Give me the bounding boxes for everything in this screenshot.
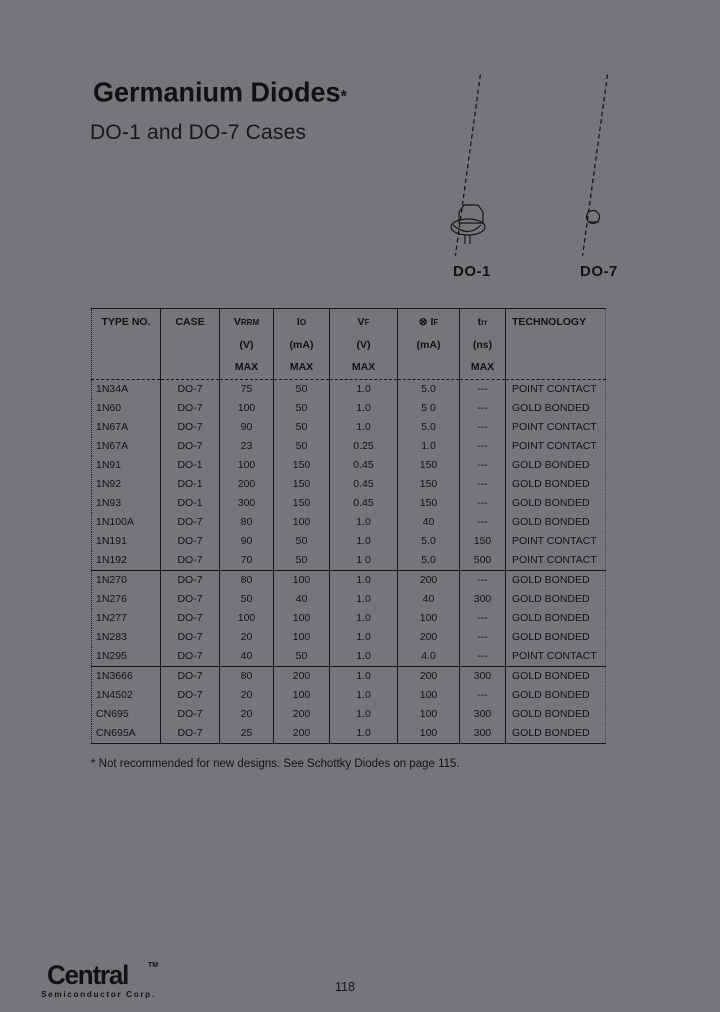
svg-text:Central: Central [47,960,128,990]
svg-text:Semiconductor Corp.: Semiconductor Corp. [41,989,156,999]
svg-text:TM: TM [148,962,158,969]
svg-text:DO-7: DO-7 [580,263,618,280]
svg-text:DO-1: DO-1 [453,263,491,280]
